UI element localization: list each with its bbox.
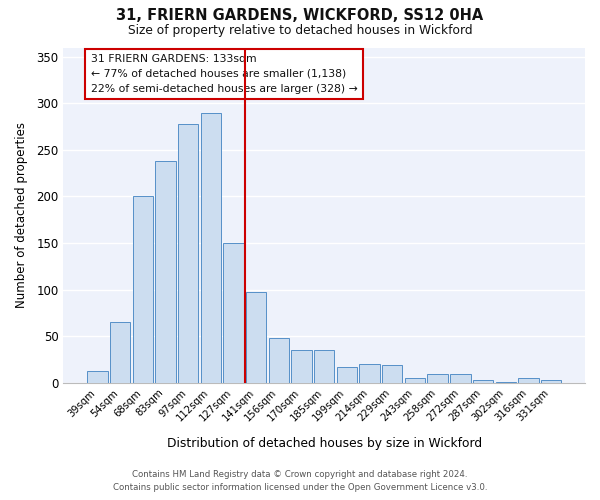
Y-axis label: Number of detached properties: Number of detached properties (15, 122, 28, 308)
Bar (450, 374, 470, 382)
Bar (178, 124, 199, 382)
Bar (359, 364, 380, 382)
Bar (427, 374, 448, 382)
Bar (133, 196, 153, 382)
X-axis label: Distribution of detached houses by size in Wickford: Distribution of detached houses by size … (167, 437, 482, 450)
Bar (87, 370, 107, 382)
Bar (223, 243, 244, 382)
Bar (155, 161, 176, 382)
Text: 31, FRIERN GARDENS, WICKFORD, SS12 0HA: 31, FRIERN GARDENS, WICKFORD, SS12 0HA (116, 8, 484, 22)
Text: Contains HM Land Registry data © Crown copyright and database right 2024.
Contai: Contains HM Land Registry data © Crown c… (113, 470, 487, 492)
Bar (405, 378, 425, 382)
Text: Size of property relative to detached houses in Wickford: Size of property relative to detached ho… (128, 24, 472, 37)
Bar (110, 322, 130, 382)
Text: 31 FRIERN GARDENS: 133sqm
← 77% of detached houses are smaller (1,138)
22% of se: 31 FRIERN GARDENS: 133sqm ← 77% of detac… (91, 54, 358, 94)
Bar (473, 380, 493, 382)
Bar (337, 367, 357, 382)
Bar (382, 365, 403, 382)
Bar (314, 350, 334, 382)
Bar (200, 112, 221, 382)
Bar (292, 350, 312, 382)
Bar (541, 380, 561, 382)
Bar (518, 378, 539, 382)
Bar (246, 292, 266, 382)
Bar (269, 338, 289, 382)
